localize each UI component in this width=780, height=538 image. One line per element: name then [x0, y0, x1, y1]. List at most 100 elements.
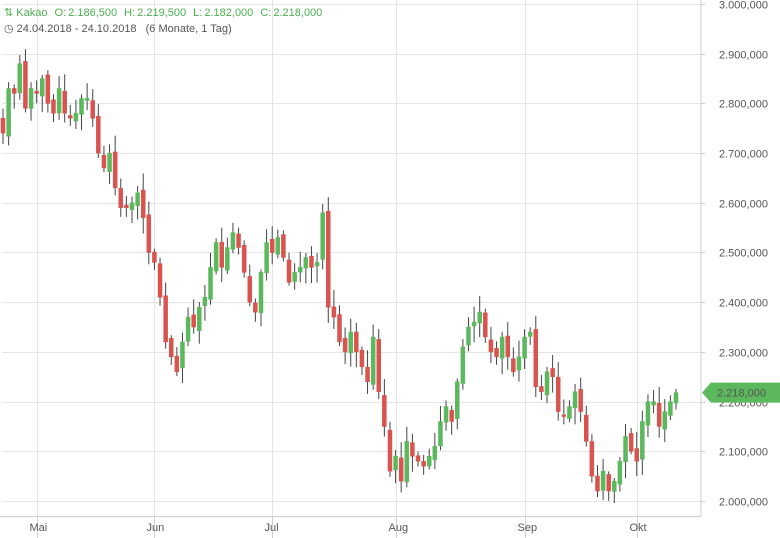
candle-body-42 — [236, 233, 241, 248]
candle-body-109 — [612, 480, 617, 492]
candle-body-97 — [544, 371, 550, 396]
clock-icon: ◷ — [4, 23, 14, 35]
low-label: L: — [193, 7, 203, 19]
candle-body-38 — [213, 242, 219, 272]
range-header: ◷ 24.04.2018 - 24.10.2018 (6 Monate, 1 T… — [4, 22, 232, 35]
candle-body-47 — [264, 242, 269, 274]
candle-body-46 — [258, 272, 264, 314]
xtick-label-0: Mai — [30, 522, 48, 534]
candle-body-24 — [135, 192, 140, 206]
candle-body-17 — [96, 116, 101, 154]
candle-body-85 — [477, 311, 482, 324]
candle-body-86 — [483, 312, 488, 338]
candle-body-40 — [225, 247, 230, 271]
ohlc-header: ⇅ Kakao O: 2.186,500 H: 2.219,500 L: 2.182,… — [4, 6, 322, 19]
candle-body-93 — [522, 336, 527, 359]
candle-body-61 — [342, 337, 348, 353]
candle-body-92 — [516, 356, 522, 371]
candle-body-34 — [191, 314, 196, 328]
candle-body-35 — [197, 306, 202, 332]
xtick-label-2: Jul — [265, 522, 279, 534]
candle-body-43 — [241, 244, 247, 273]
candle-body-48 — [269, 238, 275, 253]
candle-body-10 — [56, 88, 62, 114]
candle-body-37 — [208, 267, 213, 300]
candle-body-87 — [488, 339, 494, 353]
candle-body-20 — [112, 151, 118, 189]
xtick-label-3: Aug — [389, 522, 409, 534]
candle-body-113 — [634, 448, 639, 462]
candle-body-75 — [421, 461, 426, 467]
candle-body-64 — [359, 349, 365, 368]
candle-body-26 — [146, 214, 152, 253]
candle-body-56 — [314, 262, 320, 267]
candle-body-76 — [426, 456, 432, 467]
last-value-badge-shape — [702, 382, 780, 403]
candle-body-1 — [6, 88, 11, 137]
candle-body-55 — [309, 255, 314, 268]
candle-body-107 — [600, 470, 606, 491]
x-axis-labels: Mai Jun Jul Aug Sep Okt — [30, 522, 647, 534]
candle-body-0 — [0, 118, 6, 134]
candle-body-53 — [297, 267, 303, 273]
candle-body-22 — [124, 204, 129, 209]
low-value: 2.182,000 — [204, 7, 254, 19]
candle-body-30 — [169, 338, 174, 358]
ytick-label-4: 2.400,000 — [719, 298, 768, 310]
candle-body-111 — [623, 436, 628, 463]
ytick-label-1: 2.100,000 — [719, 447, 768, 459]
candle-body-78 — [438, 421, 443, 447]
close-value: 2.218,000 — [273, 7, 323, 19]
candle-body-2 — [11, 88, 17, 94]
candle-body-41 — [230, 232, 236, 250]
candle-body-15 — [84, 98, 90, 101]
candle-body-105 — [589, 441, 595, 477]
candle-body-12 — [68, 115, 73, 119]
candle-body-91 — [511, 358, 516, 373]
ytick-label-8: 2.800,000 — [719, 99, 768, 111]
candle-body-110 — [617, 460, 623, 485]
ytick-label-9: 2.900,000 — [719, 50, 768, 62]
candle-body-99 — [555, 376, 561, 412]
candle-body-44 — [247, 276, 253, 303]
candle-body-8 — [45, 74, 51, 104]
candle-body-11 — [62, 90, 67, 114]
candle-body-50 — [281, 234, 286, 258]
candle-body-57 — [320, 212, 325, 260]
candle-body-103 — [578, 388, 583, 412]
candle-body-7 — [40, 78, 45, 97]
candle-body-94 — [527, 331, 533, 337]
candle-body-71 — [398, 457, 404, 482]
candle-body-45 — [253, 302, 258, 313]
ytick-label-0: 2.000,000 — [719, 497, 768, 509]
candle-body-33 — [185, 316, 191, 342]
candle-body-116 — [651, 401, 656, 406]
candle-body-74 — [415, 455, 421, 462]
candle-body-27 — [152, 251, 157, 263]
open-label: O: — [54, 7, 67, 19]
candle-body-108 — [606, 474, 611, 492]
candle-body-58 — [326, 210, 331, 308]
candle-body-90 — [505, 335, 510, 358]
candle-body-81 — [455, 381, 460, 419]
candle-body-79 — [443, 406, 449, 423]
candle-body-118 — [662, 411, 668, 430]
candle-body-9 — [51, 99, 56, 114]
candle-body-39 — [219, 242, 224, 268]
ytick-label-7: 2.700,000 — [719, 149, 768, 161]
candle-body-104 — [584, 414, 589, 442]
candle-body-101 — [567, 406, 572, 419]
candle-body-80 — [449, 410, 454, 422]
candle-body-14 — [79, 98, 84, 115]
symbol-label: Kakao — [16, 7, 48, 19]
candles — [0, 49, 679, 503]
xtick-label-1: Jun — [147, 522, 165, 534]
candle-body-6 — [34, 90, 39, 94]
candle-body-117 — [656, 402, 662, 427]
candle-body-16 — [90, 100, 95, 119]
candle-body-32 — [180, 341, 185, 369]
candle-body-88 — [494, 347, 499, 358]
horizontal-gridlines — [2, 4, 705, 502]
candle-body-68 — [382, 395, 387, 427]
